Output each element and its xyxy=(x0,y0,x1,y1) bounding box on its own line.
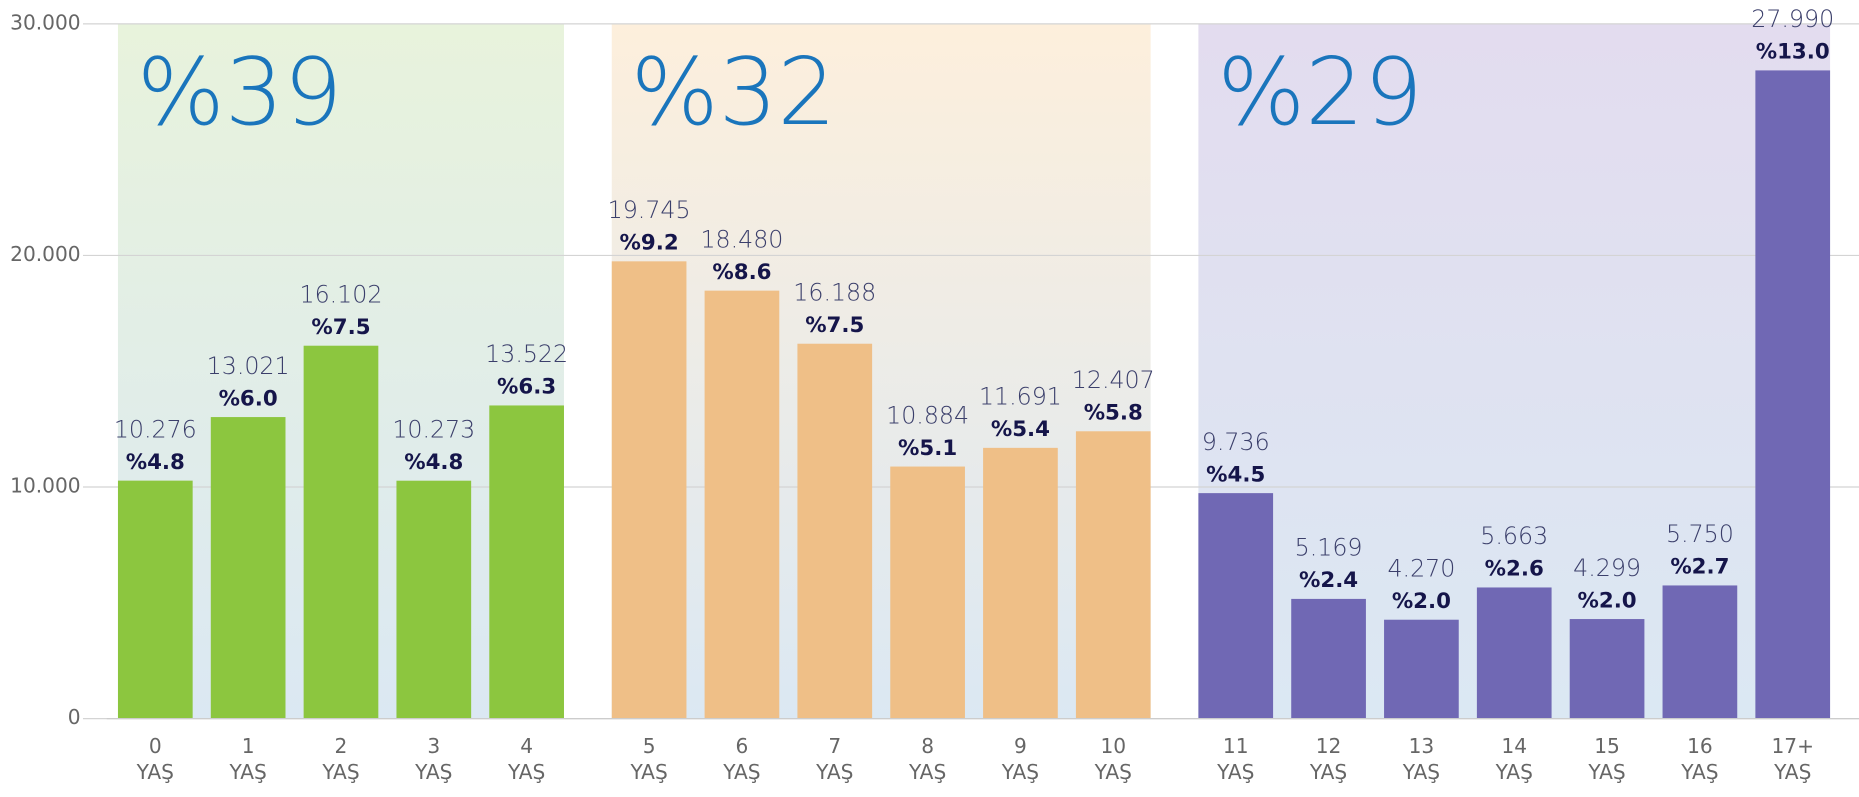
group-share: %29 xyxy=(1217,38,1423,146)
value-label: 5.750 xyxy=(1666,520,1734,548)
percent-label: %5.4 xyxy=(991,417,1050,442)
percent-label: %5.1 xyxy=(898,436,957,461)
value-label: 5.663 xyxy=(1480,522,1548,550)
percent-label: %2.4 xyxy=(1299,568,1358,593)
value-label: 16.188 xyxy=(793,278,876,306)
percent-label: %5.8 xyxy=(1084,400,1143,425)
percent-label: %7.5 xyxy=(805,313,864,338)
bar xyxy=(983,447,1058,719)
bar xyxy=(489,405,564,719)
x-tick-label: 9 YAŞ xyxy=(1001,734,1039,784)
percent-label: %2.0 xyxy=(1577,588,1636,613)
value-label: 5.169 xyxy=(1295,534,1363,562)
bar xyxy=(1662,585,1738,719)
bar xyxy=(1075,431,1151,719)
bar xyxy=(1384,619,1459,719)
bar xyxy=(1291,598,1366,719)
bar xyxy=(1198,493,1274,719)
x-tick-label: 4 YAŞ xyxy=(507,734,545,784)
value-label: 16.102 xyxy=(299,280,382,308)
value-label: 9.736 xyxy=(1202,428,1270,456)
value-label: 11.691 xyxy=(979,383,1062,411)
x-tick-label: 3 YAŞ xyxy=(414,734,452,784)
bar xyxy=(704,290,780,719)
x-tick-label: 6 YAŞ xyxy=(722,734,760,784)
value-label: 27.990 xyxy=(1751,5,1834,33)
x-tick-label: 2 YAŞ xyxy=(321,734,359,784)
percent-label: %4.5 xyxy=(1206,462,1265,487)
y-tick-label: 0 xyxy=(68,705,81,729)
x-tick-label: 12 YAŞ xyxy=(1309,734,1347,784)
x-tick-label: 10 YAŞ xyxy=(1094,734,1132,784)
x-tick-label: 16 YAŞ xyxy=(1680,734,1718,784)
bar xyxy=(117,480,193,719)
x-tick-label: 1 YAŞ xyxy=(228,734,266,784)
value-label: 10.884 xyxy=(886,401,969,429)
x-tick-label: 14 YAŞ xyxy=(1495,734,1533,784)
value-label: 12.407 xyxy=(1072,366,1155,394)
value-label: 13.021 xyxy=(207,352,290,380)
x-tick-label: 11 YAŞ xyxy=(1216,734,1254,784)
bar xyxy=(303,345,379,719)
bar xyxy=(611,261,687,719)
bar xyxy=(1569,619,1645,719)
bar xyxy=(396,480,472,719)
percent-label: %4.8 xyxy=(404,450,463,475)
value-label: 10.276 xyxy=(114,415,197,443)
value-label: 4.270 xyxy=(1387,554,1455,582)
percent-label: %2.0 xyxy=(1392,589,1451,614)
x-tick-label: 5 YAŞ xyxy=(629,734,667,784)
bar xyxy=(890,466,965,719)
value-label: 18.480 xyxy=(700,225,783,253)
group-panel xyxy=(611,23,1151,719)
value-label: 13.522 xyxy=(485,340,568,368)
percent-label: %6.3 xyxy=(497,375,556,400)
percent-label: %7.5 xyxy=(311,315,370,340)
percent-label: %13.0 xyxy=(1756,40,1830,65)
x-tick-label: 8 YAŞ xyxy=(908,734,946,784)
percent-label: %4.8 xyxy=(126,450,185,475)
percent-label: %6.0 xyxy=(219,386,278,411)
percent-label: %9.2 xyxy=(620,231,679,256)
group-share: %32 xyxy=(631,38,837,146)
percent-label: %2.6 xyxy=(1485,557,1544,582)
y-tick-label: 30.000 xyxy=(10,10,80,34)
bar xyxy=(210,417,286,719)
y-tick-label: 10.000 xyxy=(10,474,80,498)
percent-label: %8.6 xyxy=(712,260,771,285)
x-tick-label: 7 YAŞ xyxy=(815,734,853,784)
x-tick-label: 15 YAŞ xyxy=(1587,734,1625,784)
percent-label: %2.7 xyxy=(1670,555,1729,580)
y-tick-label: 20.000 xyxy=(10,242,80,266)
x-tick-label: 17+ YAŞ xyxy=(1771,734,1814,784)
x-tick-label: 13 YAŞ xyxy=(1402,734,1440,784)
x-tick-label: 0 YAŞ xyxy=(136,734,174,784)
bar xyxy=(1755,70,1831,719)
bar xyxy=(1476,587,1552,719)
value-label: 19.745 xyxy=(608,196,691,224)
value-label: 10.273 xyxy=(392,415,475,443)
group-share: %39 xyxy=(137,38,343,146)
bar xyxy=(797,343,873,719)
value-label: 4.299 xyxy=(1573,554,1641,582)
